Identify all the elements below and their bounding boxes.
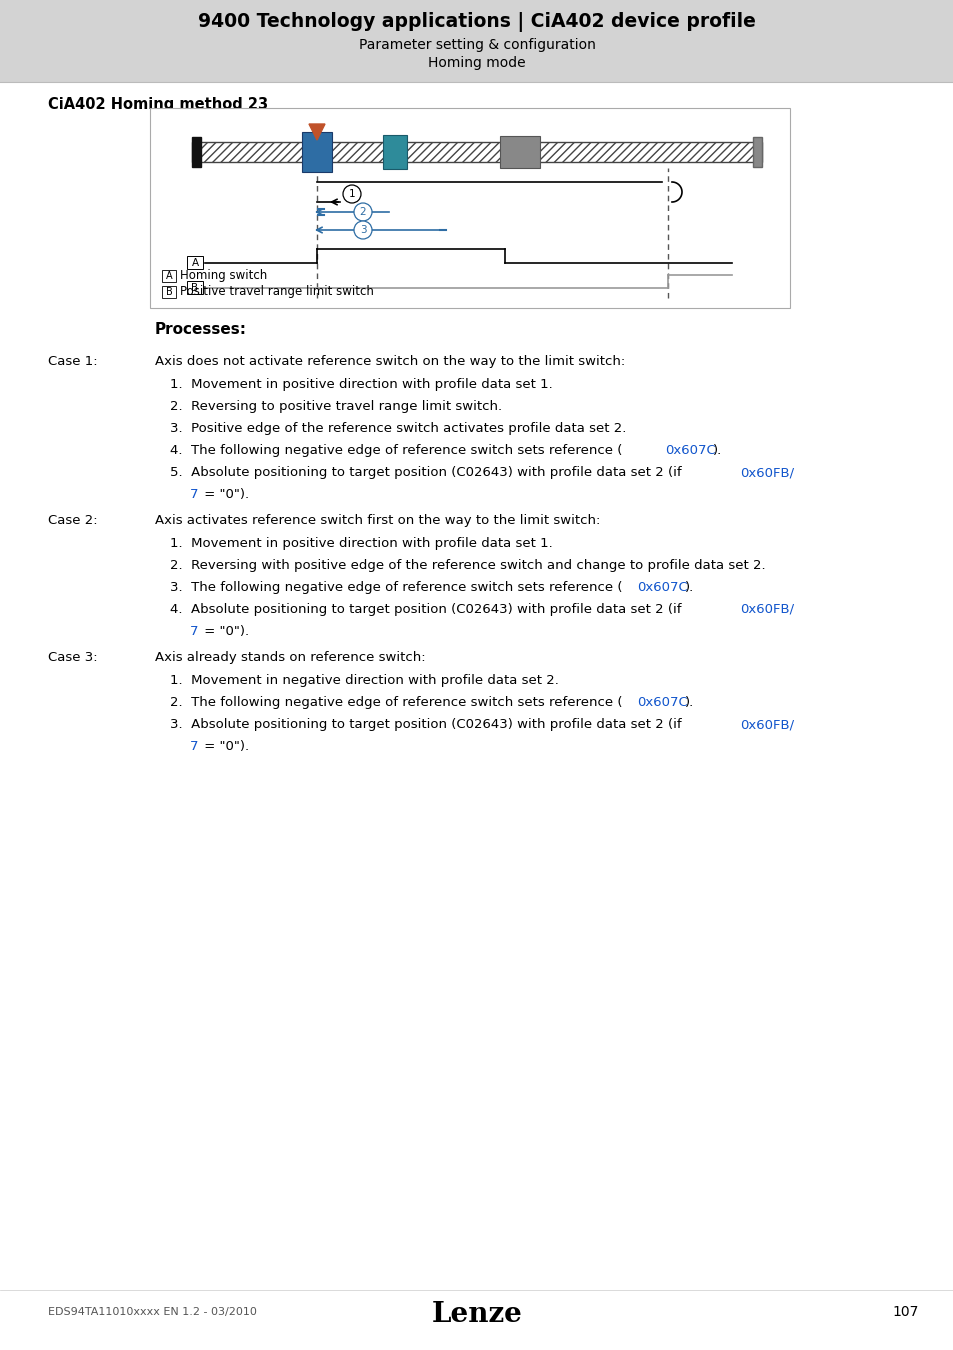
Text: 7: 7 — [190, 740, 198, 753]
Text: = "0").: = "0"). — [200, 625, 249, 639]
Bar — [302, 132, 332, 171]
Bar — [192, 142, 761, 162]
Polygon shape — [309, 124, 325, 140]
Text: 9400 Technology applications | CiA402 device profile: 9400 Technology applications | CiA402 de… — [198, 12, 755, 32]
Bar — [150, 108, 789, 308]
Bar — [187, 281, 203, 294]
Bar — [192, 136, 201, 167]
Text: B: B — [192, 284, 198, 293]
Bar — [0, 0, 953, 82]
Text: Axis does not activate reference switch on the way to the limit switch:: Axis does not activate reference switch … — [154, 355, 624, 369]
Text: B: B — [166, 288, 172, 297]
Text: Homing mode: Homing mode — [428, 55, 525, 70]
Bar — [162, 286, 175, 298]
Text: 7: 7 — [190, 487, 198, 501]
Text: CiA402 Homing method 23: CiA402 Homing method 23 — [48, 97, 268, 112]
Circle shape — [354, 202, 372, 221]
Text: Case 2:: Case 2: — [48, 514, 97, 526]
Text: 7: 7 — [190, 625, 198, 639]
Text: 0x607C: 0x607C — [637, 580, 687, 594]
Text: ).: ). — [684, 697, 694, 709]
Text: Axis activates reference switch first on the way to the limit switch:: Axis activates reference switch first on… — [154, 514, 599, 526]
Text: 3: 3 — [359, 225, 366, 235]
Bar — [187, 256, 203, 269]
Text: 0x60FB/: 0x60FB/ — [740, 466, 793, 479]
Text: 0x60FB/: 0x60FB/ — [740, 603, 793, 616]
Text: 3.  Absolute positioning to target position (C02643) with profile data set 2 (if: 3. Absolute positioning to target positi… — [170, 718, 685, 730]
Text: ).: ). — [712, 444, 721, 458]
Text: 1.  Movement in positive direction with profile data set 1.: 1. Movement in positive direction with p… — [170, 378, 552, 392]
Text: 2: 2 — [359, 207, 366, 217]
Text: 0x607C: 0x607C — [637, 697, 687, 709]
Text: Parameter setting & configuration: Parameter setting & configuration — [358, 38, 595, 53]
Text: = "0").: = "0"). — [200, 740, 249, 753]
Text: 1.  Movement in positive direction with profile data set 1.: 1. Movement in positive direction with p… — [170, 537, 552, 549]
Bar — [162, 270, 175, 282]
Text: ).: ). — [684, 580, 694, 594]
Text: Case 1:: Case 1: — [48, 355, 97, 369]
Text: 2.  The following negative edge of reference switch sets reference (: 2. The following negative edge of refere… — [170, 697, 622, 709]
Text: A: A — [192, 258, 198, 269]
Bar — [499, 136, 539, 167]
Text: A: A — [166, 271, 172, 281]
Text: EDS94TA11010xxxx EN 1.2 - 03/2010: EDS94TA11010xxxx EN 1.2 - 03/2010 — [48, 1307, 256, 1318]
Text: 107: 107 — [892, 1305, 919, 1319]
Bar — [752, 136, 761, 167]
Text: 4.  The following negative edge of reference switch sets reference (: 4. The following negative edge of refere… — [170, 444, 621, 458]
Text: 3.  Positive edge of the reference switch activates profile data set 2.: 3. Positive edge of the reference switch… — [170, 423, 626, 435]
Text: Lenze: Lenze — [431, 1300, 522, 1327]
Text: Processes:: Processes: — [154, 323, 247, 338]
Bar — [382, 135, 407, 169]
Circle shape — [343, 185, 360, 202]
Text: 1: 1 — [349, 189, 355, 198]
Text: Homing switch: Homing switch — [180, 270, 267, 282]
Text: Case 3:: Case 3: — [48, 651, 97, 664]
Text: Positive travel range limit switch: Positive travel range limit switch — [180, 285, 374, 298]
Text: 1.  Movement in negative direction with profile data set 2.: 1. Movement in negative direction with p… — [170, 674, 558, 687]
Text: 2.  Reversing to positive travel range limit switch.: 2. Reversing to positive travel range li… — [170, 400, 501, 413]
Text: = "0").: = "0"). — [200, 487, 249, 501]
Text: 4.  Absolute positioning to target position (C02643) with profile data set 2 (if: 4. Absolute positioning to target positi… — [170, 603, 685, 616]
Text: 5.  Absolute positioning to target position (C02643) with profile data set 2 (if: 5. Absolute positioning to target positi… — [170, 466, 685, 479]
Text: 0x607C: 0x607C — [664, 444, 715, 458]
Text: 0x60FB/: 0x60FB/ — [740, 718, 793, 730]
Text: Axis already stands on reference switch:: Axis already stands on reference switch: — [154, 651, 425, 664]
Text: 2.  Reversing with positive edge of the reference switch and change to profile d: 2. Reversing with positive edge of the r… — [170, 559, 765, 572]
Circle shape — [354, 221, 372, 239]
Text: 3.  The following negative edge of reference switch sets reference (: 3. The following negative edge of refere… — [170, 580, 622, 594]
